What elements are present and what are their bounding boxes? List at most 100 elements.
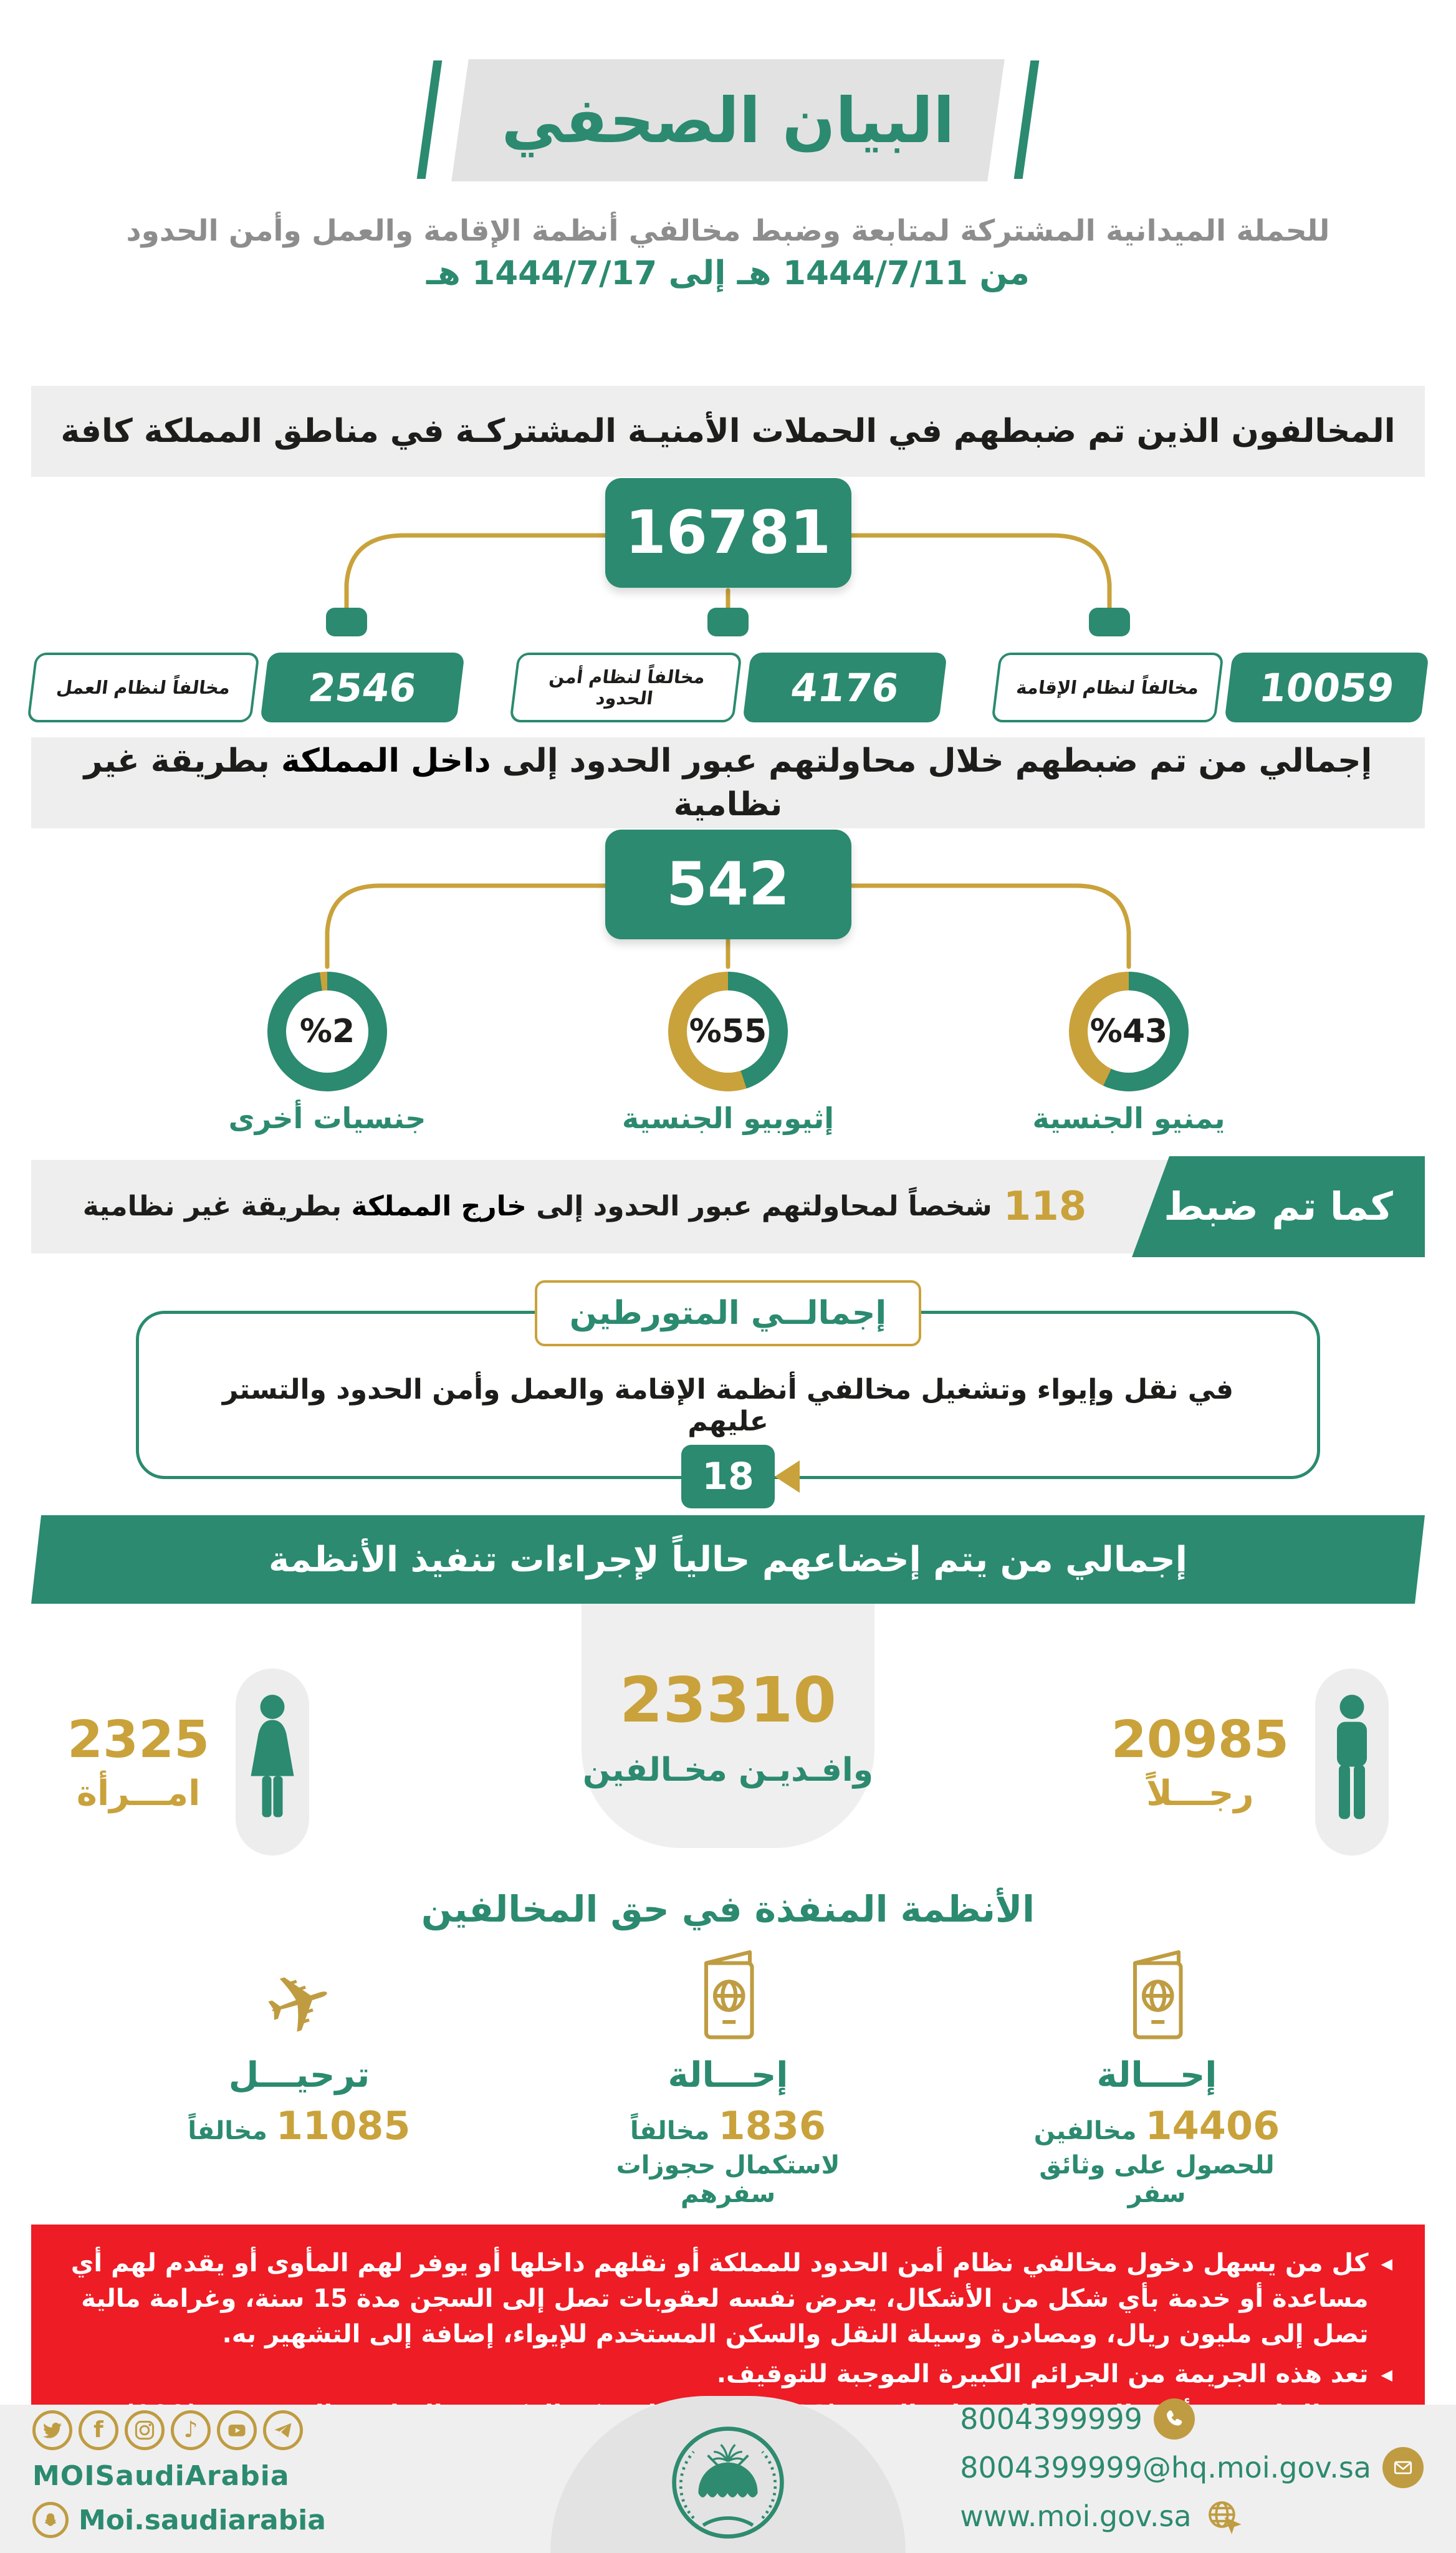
page-title: البيان الصحفي — [501, 84, 955, 157]
facebook-icon[interactable]: f — [79, 2410, 118, 2450]
total-violators-value: 16781 — [605, 478, 851, 588]
actions-row: إحـــالة 14406 مخالفين للحصول على وثائق … — [137, 1947, 1319, 2208]
card-labor: 2546 مخالفاً لنظام العمل — [27, 653, 465, 722]
enforcement-banner: إجمالي من يتم إخضاعهم حالياً لإجراءات تن… — [31, 1515, 1425, 1604]
tiktok-icon[interactable]: ♪ — [171, 2410, 211, 2450]
website-row[interactable]: www.moi.gov.sa — [960, 2496, 1243, 2537]
action-detail: لاستكمال حجوزات سفرهم — [616, 2151, 840, 2208]
inbound-title-suffix: بطريقة غير نظامية — [84, 742, 783, 823]
action-name: إحـــالة — [668, 2055, 788, 2096]
date-range: من 1444/7/11 هـ إلى 1444/7/17 هـ — [426, 254, 1030, 292]
bullet-triangle-icon: ◀ — [1381, 2366, 1392, 2384]
action-referral-documents: إحـــالة 14406 مخالفين للحصول على وثائق … — [995, 1947, 1319, 2208]
snapchat-handle[interactable]: Moi.saudiarabia — [79, 2504, 326, 2536]
moi-emblem — [669, 2423, 787, 2544]
action-value: 1836 — [718, 2103, 826, 2148]
other-label: جنسيات أخرى — [228, 1101, 426, 1135]
snapchat-icon[interactable] — [32, 2502, 69, 2538]
outbound-badge: كما تم ضبط — [1132, 1156, 1425, 1257]
total-violators-tree: 16781 10059 مخالفاً لنظام الإقامة 4176 م… — [0, 478, 1456, 722]
involved-description: في نقل وإيواء وتشغيل مخالفي أنظمة الإقام… — [222, 1374, 1234, 1437]
airplane-icon: ✈ — [252, 1947, 347, 2059]
bullet-triangle-icon: ◀ — [1381, 2255, 1392, 2273]
border-violators-value: 4176 — [742, 653, 947, 722]
inbound-title-bold: داخل المملكة — [280, 742, 491, 780]
action-unit: مخالفاً — [630, 2117, 710, 2145]
total-expat-violators-value: 23310 — [620, 1663, 836, 1736]
arrow-left-icon — [775, 1460, 800, 1493]
passport-icon — [1122, 1947, 1192, 2044]
donut-yemeni: %43 — [1069, 972, 1189, 1091]
residency-violators-value: 10059 — [1224, 653, 1429, 722]
man-icon — [1315, 1669, 1389, 1856]
men-stat-group: 20985 رجـــلاً — [1111, 1669, 1389, 1856]
twitter-icon[interactable] — [32, 2410, 72, 2450]
labor-violators-label: مخالفاً لنظام العمل — [27, 653, 260, 722]
nationality-donut-charts: %43 %55 %2 يمنيو الجنسية إثيوبيو الجنسية… — [0, 969, 1456, 1145]
connector-lines — [325, 883, 1131, 969]
enforcement-stats: 23310 وافـديـن مخـالفين 20985 رجـــلاً — [31, 1604, 1425, 1884]
passport-icon — [693, 1947, 763, 2044]
women-count: 2325 — [67, 1710, 210, 1770]
connector-lines — [326, 533, 1130, 636]
globe-cursor-icon — [1203, 2496, 1244, 2537]
footer-contact-block: 8004399999 8004399999@hq.moi.gov.sa www.… — [960, 2398, 1424, 2537]
action-name: ترحيـــل — [228, 2055, 370, 2096]
card-residency: 10059 مخالفاً لنظام الإقامة — [991, 653, 1429, 722]
involved-persons-box: إجمالــي المتورطين في نقل وإيواء وتشغيل … — [136, 1280, 1320, 1508]
social-handle[interactable]: MOISaudiArabia — [32, 2460, 290, 2492]
warning-bullet-2: ◀ تعد هذه الجريمة من الجرائم الكبيرة الم… — [64, 2357, 1392, 2392]
social-icons-row: f ♪ — [32, 2410, 326, 2450]
website-url[interactable]: www.moi.gov.sa — [960, 2499, 1192, 2533]
phone-number[interactable]: 8004399999 — [960, 2402, 1142, 2436]
donut-ethiopian: %55 — [668, 972, 788, 1091]
instagram-icon[interactable] — [125, 2410, 165, 2450]
women-stat-group: 2325 امـــرأة — [67, 1669, 310, 1856]
action-detail: للحصول على وثائق سفر — [1039, 2151, 1275, 2208]
other-percent: %2 — [299, 1013, 355, 1050]
total-expat-violators-column: 23310 وافـديـن مخـالفين — [582, 1604, 874, 1848]
section-title-inbound: إجمالي من تم ضبطهم خلال محاولتهم عبور ال… — [31, 737, 1425, 828]
press-release-header: البيان الصحفي — [416, 59, 1040, 181]
border-violators-label: مخالفاً لنظام أمن الحدود — [509, 653, 742, 722]
phone-icon — [1153, 2398, 1195, 2440]
action-deportation: ✈ ترحيـــل 11085 مخالفاً — [137, 1947, 461, 2208]
section-outbound-bar: كما تم ضبط 118 شخصاً لمحاولتهم عبور الحد… — [31, 1156, 1425, 1257]
card-border-security: 4176 مخالفاً لنظام أمن الحدود — [509, 653, 947, 722]
involved-title-badge: إجمالــي المتورطين — [535, 1280, 921, 1346]
telegram-icon[interactable] — [263, 2410, 303, 2450]
action-value: 11085 — [275, 2103, 411, 2148]
actions-section-title: الأنظمة المنفذة في حق المخالفين — [421, 1888, 1035, 1930]
youtube-icon[interactable] — [217, 2410, 257, 2450]
men-count: 20985 — [1111, 1710, 1289, 1770]
involved-count-value: 18 — [702, 1455, 754, 1498]
slash-decoration-left — [416, 60, 443, 179]
labor-violators-value: 2546 — [260, 653, 465, 722]
action-name: إحـــالة — [1096, 2055, 1217, 2096]
outbound-text-suffix: بطريقة غير نظامية — [82, 1190, 352, 1223]
total-expat-violators-label: وافـديـن مخـالفين — [582, 1751, 874, 1789]
slash-decoration-right — [1013, 60, 1040, 179]
phone-row[interactable]: 8004399999 — [960, 2398, 1195, 2440]
action-referral-bookings: إحـــالة 1836 مخالفاً لاستكمال حجوزات سف… — [566, 1947, 890, 2208]
footer: f ♪ MOISaudiArabia Moi.saudiarabia — [0, 2396, 1456, 2553]
email-row[interactable]: 8004399999@hq.moi.gov.sa — [960, 2447, 1424, 2488]
man-figure-icon — [1337, 1695, 1367, 1819]
email-address[interactable]: 8004399999@hq.moi.gov.sa — [960, 2451, 1371, 2484]
outbound-text-prefix: شخصاً لمحاولتهم عبور الحدود إلى — [526, 1190, 992, 1223]
footer-social-block: f ♪ MOISaudiArabia Moi.saudiarabia — [32, 2410, 326, 2538]
inbound-total-value: 542 — [605, 830, 851, 939]
violator-breakdown-cards: 10059 مخالفاً لنظام الإقامة 4176 مخالفاً… — [27, 653, 1429, 722]
involved-count-box: 18 — [681, 1445, 800, 1508]
outbound-text-bold: خارج المملكة — [351, 1190, 527, 1223]
email-icon — [1382, 2447, 1424, 2488]
ethiopian-percent: %55 — [689, 1013, 767, 1050]
warning-bullet-1: ◀ كل من يسهل دخول مخالفي نظام أمن الحدود… — [64, 2246, 1392, 2352]
action-unit: مخالفاً — [188, 2117, 267, 2145]
women-label: امـــرأة — [76, 1773, 201, 1814]
action-unit: مخالفين — [1033, 2117, 1137, 2145]
snapchat-row[interactable]: Moi.saudiarabia — [32, 2502, 326, 2538]
outbound-count: 118 — [1003, 1183, 1087, 1230]
action-value: 14406 — [1145, 2103, 1280, 2148]
